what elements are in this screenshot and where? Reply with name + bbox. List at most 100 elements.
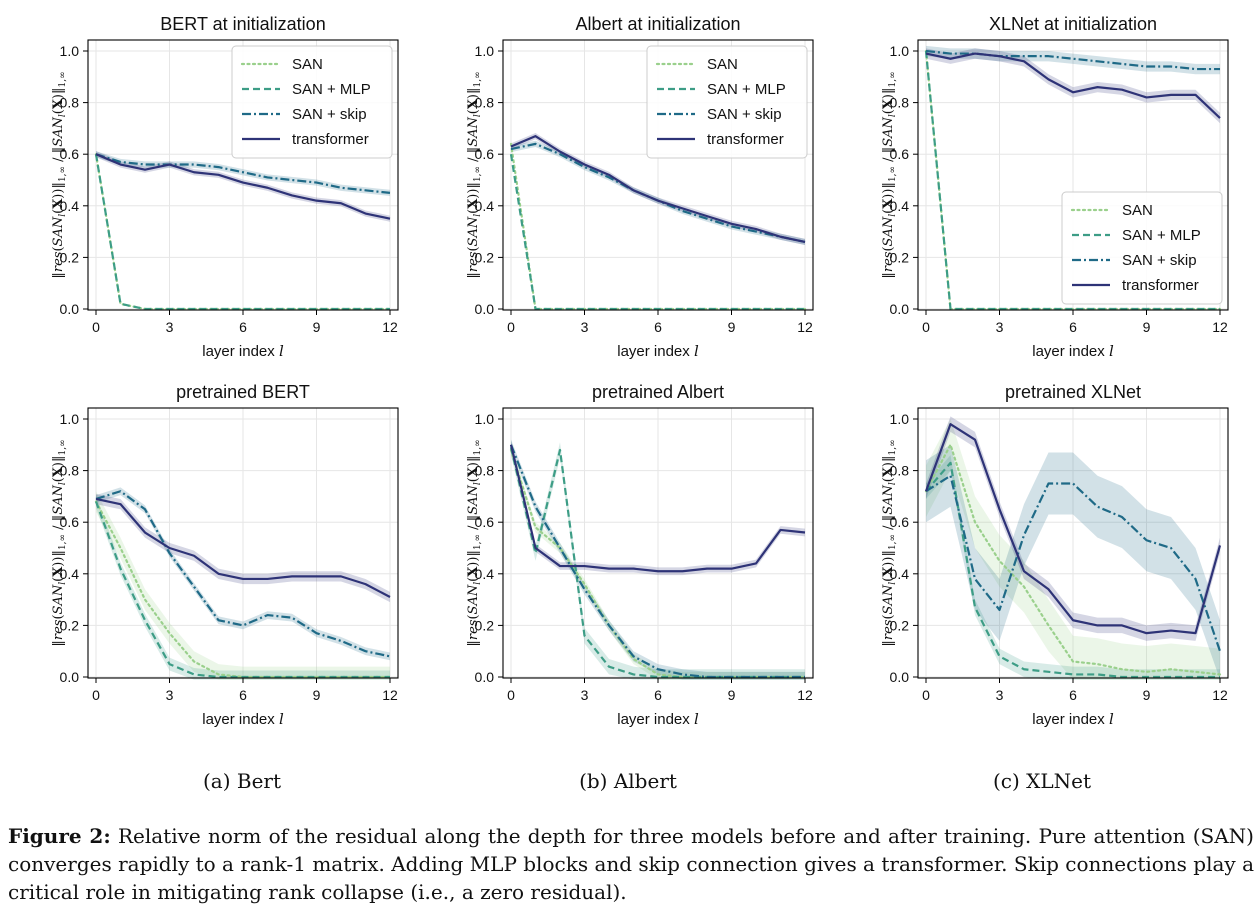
y-tick-label: 0.0 [475,669,495,685]
legend-label-san-mlp: SAN + MLP [1122,227,1201,244]
x-tick-label: 3 [996,319,1004,335]
x-tick-label: 12 [382,319,398,335]
band-san-skip [96,151,390,196]
y-axis-label: ‖res(SANl(X))‖1,∞ / ‖SANl(X)‖1,∞ [881,439,898,646]
x-tick-label: 0 [92,687,100,703]
band-san-skip [511,140,805,246]
line-san-mlp [94,501,390,679]
legend-box [231,45,393,159]
y-tick-label: 0.4 [60,198,80,214]
x-tick-label: 12 [1212,319,1228,335]
legend-label-san: SAN [1122,202,1153,219]
y-tick-label: 0.2 [890,617,910,633]
figure-caption: Figure 2: Relative norm of the residual … [8,822,1254,906]
line-transformer [925,52,1221,119]
legend-label-san-skip: SAN + skip [292,106,367,123]
chart-title: Albert at initialization [575,14,740,34]
y-tick-label: 1.0 [60,43,80,59]
y-tick-label: 1.0 [475,43,495,59]
x-tick-label: 9 [1143,687,1151,703]
legend-box [646,45,808,159]
line-san-skip [95,490,391,658]
y-axis-label: ‖res(SANl(X))‖1,∞ / ‖SANl(X)‖1,∞ [881,71,898,278]
y-tick-label: 0.8 [890,463,910,479]
legend-label-san-mlp: SAN + MLP [292,81,371,98]
panel-xlnet-pretrained: pretrained XLNet 0 3 6 9 12 0.0 0.2 0.4 0.6 0.8 1.0… [830,378,1240,748]
y-tick-label: 0.8 [60,463,80,479]
legend: SAN SAN + MLP SAN + skip transformer [1061,191,1223,305]
caption-text: Relative norm of the residual along the … [8,824,1254,904]
panel-bert-pretrained: pretrained BERT 0 3 6 9 12 0.0 0.2 0.4 0.6 0.8 1.0 l… [0,378,410,748]
y-tick-label: 0.2 [60,249,80,265]
y-tick-label: 0.6 [60,514,80,530]
x-tick-label: 3 [581,687,589,703]
chart-bert-pretrained: pretrained BERT 0 3 6 9 12 0.0 0.2 0.4 0.6 0.8 1.0 l… [51,382,399,728]
x-axis-label: layer index l [202,710,284,728]
y-tick-label: 0.4 [60,566,80,582]
x-tick-label: 12 [797,687,813,703]
y-tick-label: 0.8 [60,95,80,111]
x-tick-label: 3 [166,319,174,335]
chart-title: XLNet at initialization [989,14,1157,34]
y-tick-label: 0.0 [60,669,80,685]
legend-label-transformer: transformer [1122,277,1199,294]
x-tick-label: 0 [92,319,100,335]
y-tick-label: 0.0 [475,301,495,317]
band-san [926,419,1220,680]
x-tick-label: 9 [313,319,321,335]
x-tick-label: 9 [728,319,736,335]
x-tick-label: 9 [313,687,321,703]
y-tick-label: 0.4 [475,566,495,582]
x-tick-label: 3 [581,319,589,335]
x-tick-label: 3 [166,687,174,703]
subcaption-bert: (a) Bert [202,769,282,793]
x-tick-label: 9 [728,687,736,703]
y-tick-label: 0.0 [60,301,80,317]
line-san-mlp [509,447,805,679]
line-san [924,443,1222,676]
chart-albert-pretrained: pretrained Albert 0 3 6 9 12 0.0 0.2 0.4 0.6 0.8 1.… [466,382,814,728]
legend-label-san-skip: SAN + skip [707,106,782,123]
legend-label-san-skip: SAN + skip [1122,252,1197,269]
y-tick-label: 0.8 [890,95,910,111]
x-axis-label: layer index l [1032,710,1114,728]
y-tick-label: 0.4 [475,198,495,214]
y-axis-label: ‖res(SANl(X))‖1,∞ / ‖SANl(X)‖1,∞ [466,439,483,646]
legend: SAN SAN + MLP SAN + skip transformer [231,45,393,159]
y-tick-label: 0.6 [475,146,495,162]
y-tick-label: 0.2 [890,249,910,265]
line-san-mlp [924,50,1220,311]
legend-label-san: SAN [707,56,738,73]
band-san-skip [96,487,390,661]
y-tick-label: 0.2 [60,617,80,633]
y-axis-label: ‖res(SANl(X))‖1,∞ / ‖SANl(X)‖1,∞ [51,71,68,278]
band-transformer [96,493,390,603]
legend: SAN SAN + MLP SAN + skip transformer [646,45,808,159]
x-tick-label: 0 [922,319,930,335]
y-tick-label: 1.0 [890,411,910,427]
x-tick-label: 6 [654,319,662,335]
line-san-skip [925,474,1222,652]
y-tick-label: 0.2 [475,617,495,633]
line-san-skip [95,153,391,194]
x-tick-label: 12 [797,319,813,335]
y-tick-label: 1.0 [890,43,910,59]
x-axis-label: layer index l [617,342,699,360]
x-axis-label: layer index l [1032,342,1114,360]
band-transformer [926,48,1220,124]
y-tick-label: 0.0 [890,301,910,317]
legend-box [1061,191,1223,305]
line-san-mlp [94,154,390,311]
chart-title: pretrained XLNet [1005,382,1141,402]
legend-label-transformer: transformer [292,131,369,148]
x-tick-label: 6 [654,687,662,703]
line-transformer [510,135,806,243]
x-tick-label: 0 [507,319,515,335]
chart-title: pretrained Albert [592,382,724,402]
x-axis-label: layer index l [617,710,699,728]
y-tick-label: 0.4 [890,198,910,214]
subcaption-xlnet: (c) XLNet [992,769,1092,793]
band-san [511,444,805,680]
y-tick-label: 0.4 [890,566,910,582]
